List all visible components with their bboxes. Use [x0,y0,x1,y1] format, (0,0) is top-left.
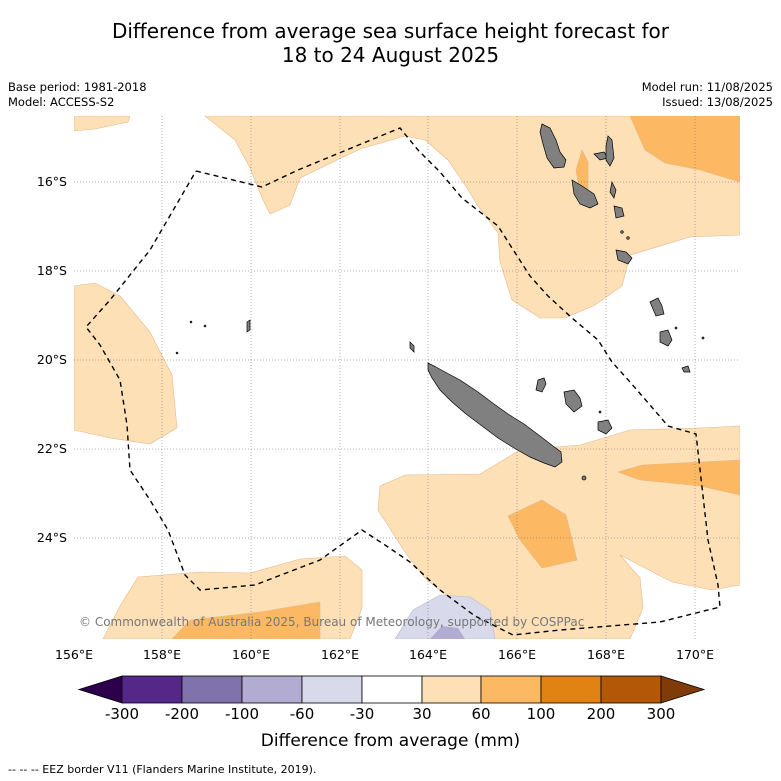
small-islet [581,475,587,481]
chart-title: Difference from average sea surface heig… [0,19,781,67]
anomaly-region-northeast [204,116,740,319]
model-run: Model run: 11/08/2025 [641,80,773,94]
vanuatu-malekula [571,179,599,209]
colorbar-swatch [361,675,423,704]
colorbar-swatch [421,675,482,704]
small-islet [203,324,207,328]
anomaly-region-southwest-high [171,601,321,639]
colorbar-tick-label: 100 [526,705,556,723]
belep-islands [409,341,415,353]
title-line-1: Difference from average sea surface heig… [111,19,670,43]
colorbar-tick-label: -200 [164,705,200,723]
colorbar-tick-label: -60 [289,705,315,723]
vanuatu-pentecost [609,180,617,199]
small-islet [175,351,179,355]
colorbar-swatch [480,675,542,704]
east-islet [681,365,691,373]
colorbar-swatch [121,675,183,704]
anomaly-region-negative [394,594,496,639]
colorbar-tick-label: 30 [412,705,432,723]
metadata-right: Model run: 11/08/2025 Issued: 13/08/2025 [642,80,773,110]
colorbar-extend-low [77,675,123,704]
colorbar [77,675,706,704]
lat-label-24s: 24°S [36,530,67,545]
model-name: Model: ACCESS-S2 [8,95,115,109]
vanuatu-maewo [605,135,615,167]
lon-label-168e: 168°E [586,647,626,662]
loyalty-ouvea [535,377,547,393]
colorbar-tick-label: 200 [586,705,616,723]
landmasses [175,123,705,481]
anomaly-region-southeast-high [617,459,740,496]
vanuatu-tanna [615,249,633,265]
small-islet [674,326,678,330]
small-islet [598,410,602,414]
loyalty-lifou [563,389,583,413]
lon-label-164e: 164°E [408,647,448,662]
small-islet [701,336,705,340]
lat-label-22s: 22°S [36,441,67,456]
hunter-island [659,329,673,347]
metadata-left: Base period: 1981-2018 Model: ACCESS-S2 [8,80,147,110]
base-period: Base period: 1981-2018 [8,80,147,94]
anomaly-region-center-high [507,499,578,569]
small-islet [620,230,624,234]
small-islet [626,236,630,240]
colorbar-swatch [301,675,363,704]
small-islet [189,320,193,324]
lon-label-160e: 160°E [231,647,271,662]
lon-label-162e: 162°E [320,647,360,662]
colorbar-swatch [181,675,243,704]
anomaly-region-north [74,116,131,132]
colorbar-tick-label: 60 [471,705,491,723]
colorbar-title: Difference from average (mm) [260,731,521,751]
issued-date: Issued: 13/08/2025 [662,95,773,109]
colorbar-extend-high [660,675,706,704]
lat-label-18s: 18°S [36,263,67,278]
title-line-2: 18 to 24 August 2025 [281,43,500,67]
lat-label-16s: 16°S [36,174,67,189]
matthew-islands [649,297,665,317]
colorbar-swatch [600,675,662,704]
new-caledonia-island [427,362,563,468]
lon-label-166e: 166°E [497,647,537,662]
colorbar-tick-label: -100 [224,705,260,723]
lon-label-156e: 156°E [54,647,94,662]
copyright-notice: © Commonwealth of Australia 2025, Bureau… [79,615,584,629]
lat-label-20s: 20°S [36,352,67,367]
colorbar-tick-label: 300 [646,705,676,723]
anomaly-region-northeast-high [629,116,740,183]
lon-label-170e: 170°E [675,647,715,662]
anomaly-region-west [74,282,178,445]
colorbar-tick-label: -30 [349,705,375,723]
vanuatu-efate [613,205,625,219]
map-area: © Commonwealth of Australia 2025, Bureau… [74,116,740,639]
loyalty-mare [597,419,613,435]
vanuatu-espiritu-santo [539,123,567,169]
chesterfield-islands [246,319,251,333]
colorbar-swatch [540,675,602,704]
colorbar-tick-label: -300 [104,705,140,723]
lon-label-158e: 158°E [142,647,182,662]
gridlines [74,116,740,639]
colorbar-swatch [241,675,303,704]
eez-footnote: -- -- -- EEZ border V11 (Flanders Marine… [8,763,317,776]
anomaly-region-negative-strong [430,626,465,639]
